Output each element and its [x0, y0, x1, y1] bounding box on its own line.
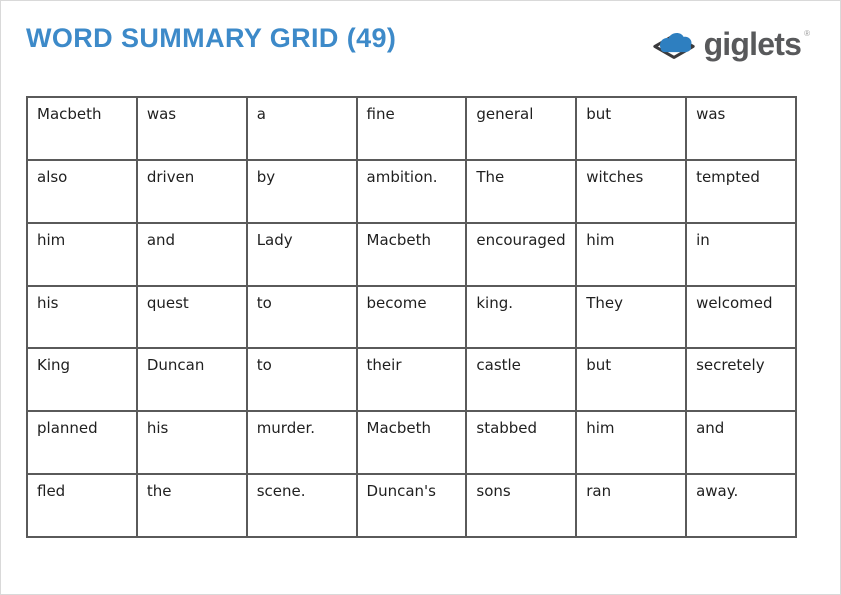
book-cloud-icon	[652, 33, 695, 59]
grid-cell: sons	[465, 473, 578, 538]
grid-cell: general	[465, 96, 578, 161]
grid-cell: and	[685, 410, 797, 476]
grid-cell: by	[245, 158, 358, 224]
grid-cell: king.	[465, 284, 578, 350]
logo-wordmark: giglets	[703, 26, 802, 62]
grid-cell: ran	[575, 473, 688, 538]
page-title: WORD SUMMARY GRID (49)	[26, 23, 397, 53]
grid-cell: him	[26, 221, 138, 287]
grid-cell: Macbeth	[355, 221, 468, 287]
grid-cell: encouraged	[465, 221, 578, 287]
grid-cell: driven	[135, 158, 248, 224]
grid-cell: a	[245, 96, 358, 161]
grid-cell: away.	[685, 473, 797, 538]
grid-cell: and	[135, 221, 248, 287]
grid-cell: Lady	[245, 221, 358, 287]
grid-cell: Duncan	[135, 347, 248, 413]
giglets-logo: giglets ®	[652, 25, 810, 63]
grid-cell: planned	[26, 410, 138, 476]
grid-cell: The	[465, 158, 578, 224]
grid-cell: to	[245, 347, 358, 413]
grid-cell: tempted	[685, 158, 797, 224]
grid-cell: fine	[355, 96, 468, 161]
grid-row: him and Lady Macbeth encouraged him in	[26, 221, 797, 287]
word-summary-grid: Macbeth was a fine general but was also driven by…	[26, 96, 797, 538]
grid-cell: murder.	[245, 410, 358, 476]
trademark-symbol: ®	[804, 29, 810, 38]
grid-body: Macbeth was a fine general but was also driven by…	[26, 96, 797, 538]
grid-row: King Duncan to their castle but secretely	[26, 347, 797, 413]
grid-cell: stabbed	[465, 410, 578, 476]
grid-cell: his	[135, 410, 248, 476]
grid-cell: scene.	[245, 473, 358, 538]
grid-cell: They	[575, 284, 688, 350]
grid-cell: but	[575, 96, 688, 161]
grid-cell: secretely	[685, 347, 797, 413]
grid-cell: was	[685, 96, 797, 161]
grid-cell: the	[135, 473, 248, 538]
grid-cell: ambition.	[355, 158, 468, 224]
grid-cell: his	[26, 284, 138, 350]
grid-cell: but	[575, 347, 688, 413]
grid-cell: Macbeth	[26, 96, 138, 161]
grid-cell: to	[245, 284, 358, 350]
grid-row: Macbeth was a fine general but was	[26, 96, 797, 161]
grid-row: also driven by ambition. The witches tempted	[26, 158, 797, 224]
grid-cell: Duncan's	[355, 473, 468, 538]
grid-cell: was	[135, 96, 248, 161]
grid-cell: welcomed	[685, 284, 797, 350]
grid-cell: in	[685, 221, 797, 287]
grid-cell: fled	[26, 473, 138, 538]
grid-cell: quest	[135, 284, 248, 350]
grid-cell: become	[355, 284, 468, 350]
grid-cell: him	[575, 221, 688, 287]
grid-row: fled the scene. Duncan's sons ran away.	[26, 473, 797, 538]
grid-cell: also	[26, 158, 138, 224]
grid-cell: Macbeth	[355, 410, 468, 476]
grid-cell: King	[26, 347, 138, 413]
grid-row: planned his murder. Macbeth stabbed him and	[26, 410, 797, 476]
grid-cell: their	[355, 347, 468, 413]
grid-cell: castle	[465, 347, 578, 413]
grid-row: his quest to become king. They welcomed	[26, 284, 797, 350]
grid-cell: witches	[575, 158, 688, 224]
grid-cell: him	[575, 410, 688, 476]
